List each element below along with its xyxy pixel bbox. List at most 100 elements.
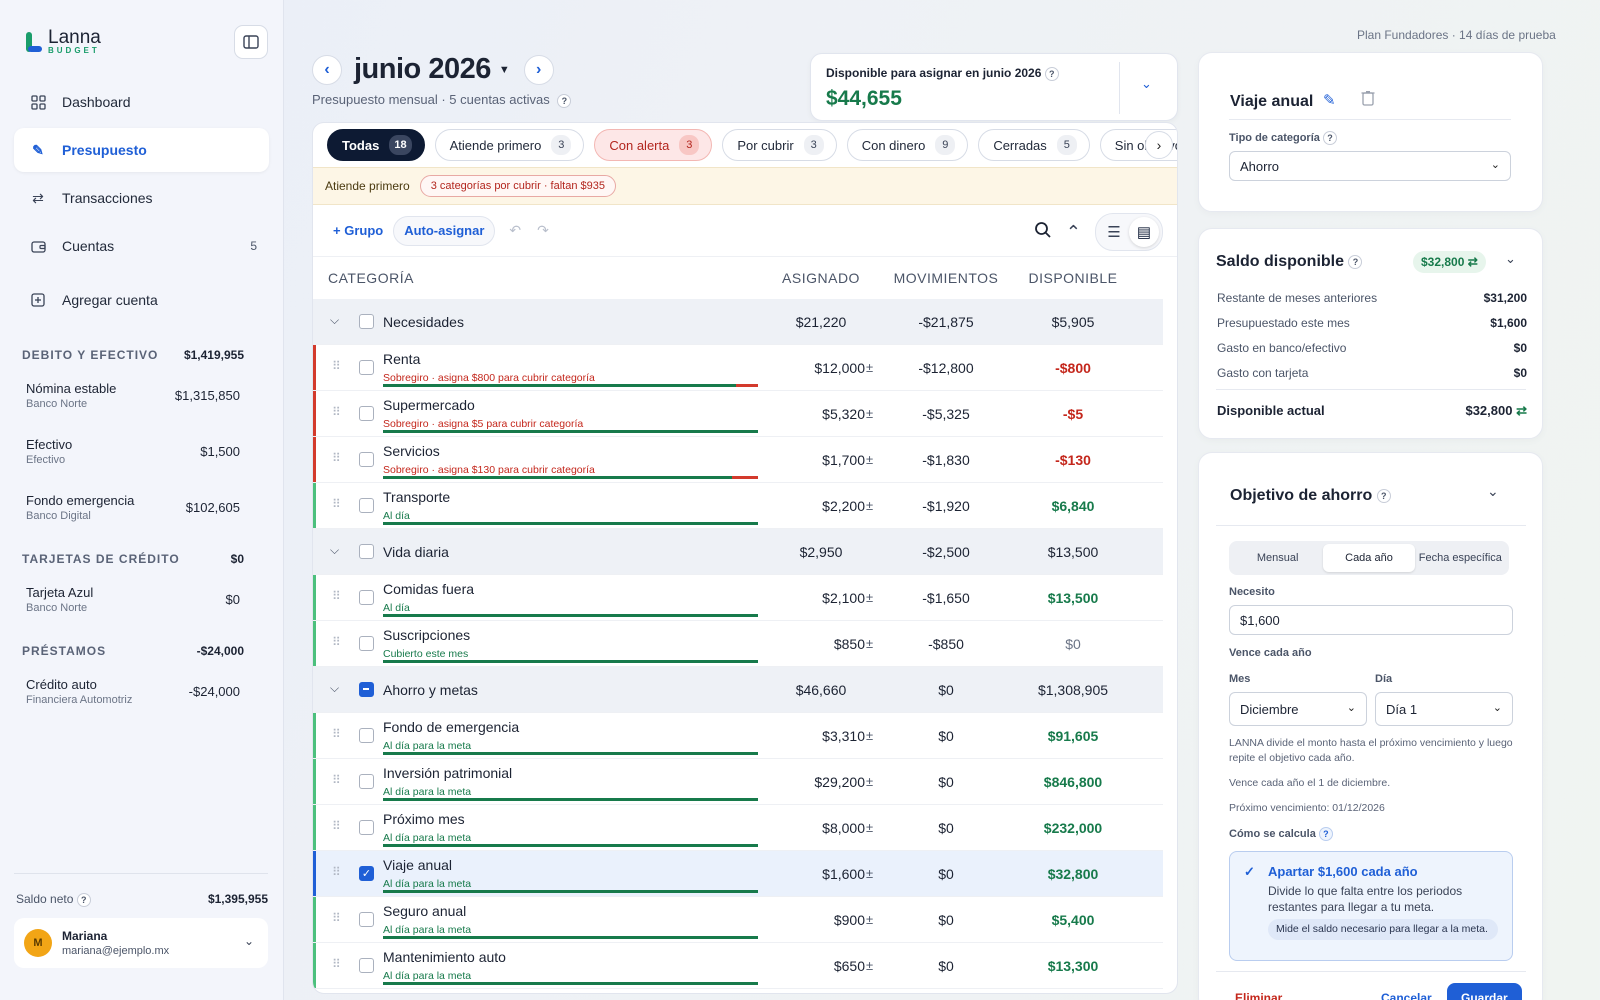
chevron-down-icon[interactable]: ⌵: [330, 543, 340, 557]
adjust-icon[interactable]: ±: [866, 498, 874, 513]
available-value[interactable]: -$5: [1062, 406, 1084, 422]
assigned-input[interactable]: $12,000: [814, 360, 865, 376]
drag-handle-icon[interactable]: ⠿: [332, 957, 341, 971]
available-value[interactable]: $232,000: [1043, 820, 1103, 836]
adjust-icon[interactable]: ±: [866, 360, 874, 375]
drag-handle-icon[interactable]: ⠿: [332, 727, 341, 741]
adjust-icon[interactable]: ±: [866, 774, 874, 789]
account-item[interactable]: Efectivo Efectivo $1,500: [26, 437, 240, 466]
month-select[interactable]: Diciembre ⌄: [1229, 692, 1367, 726]
adjust-icon[interactable]: ±: [866, 636, 874, 651]
assigned-input[interactable]: $3,310: [822, 728, 865, 744]
help-icon[interactable]: ?: [1318, 827, 1333, 841]
adjust-icon[interactable]: ±: [866, 728, 874, 743]
filter-chip-con-alerta[interactable]: Con alerta 3: [594, 129, 713, 161]
available-value[interactable]: $91,605: [1047, 728, 1099, 744]
category-row[interactable]: ⠿ Mantenimiento auto Al día para la meta $6…: [313, 943, 1163, 989]
row-checkbox[interactable]: [359, 590, 374, 605]
category-row[interactable]: ⠿ Renta Sobregiro · asigna $800 para cubri…: [313, 345, 1163, 391]
drag-handle-icon[interactable]: ⠿: [332, 773, 341, 787]
chevron-down-icon[interactable]: ⌄: [1141, 76, 1152, 91]
row-checkbox[interactable]: [359, 958, 374, 973]
chevron-down-icon[interactable]: ⌵: [330, 313, 340, 327]
drag-handle-icon[interactable]: ⠿: [332, 589, 341, 603]
caret-down-icon[interactable]: ▼: [498, 63, 510, 76]
available-value[interactable]: $13,300: [1047, 958, 1099, 974]
category-row[interactable]: ⠿ Suscripciones Cubierto este mes $850 ± -$85…: [313, 621, 1163, 667]
account-item[interactable]: Nómina estable Banco Norte $1,315,850: [26, 381, 240, 410]
section-debit[interactable]: DEBITO Y EFECTIVO $1,419,955: [22, 348, 244, 362]
delete-goal-button[interactable]: Eliminar: [1235, 991, 1283, 1000]
col-assigned[interactable]: ASIGNADO: [782, 270, 860, 286]
account-item[interactable]: Crédito auto Financiera Automotriz -$24,0…: [26, 677, 240, 706]
group-checkbox[interactable]: [359, 682, 374, 697]
col-available[interactable]: DISPONIBLE: [1028, 270, 1118, 286]
redo-icon[interactable]: ↷: [537, 222, 549, 238]
adjust-icon[interactable]: ±: [866, 866, 874, 881]
assigned-input[interactable]: $850: [833, 636, 865, 652]
category-row[interactable]: ⠿ ✓ Viaje anual Al día para la meta $1,600 ± $…: [313, 851, 1163, 897]
prev-month-button[interactable]: ‹: [312, 54, 342, 85]
filter-chip-atiende-primero[interactable]: Atiende primero 3: [434, 129, 585, 161]
available-value[interactable]: $13,500: [1047, 590, 1099, 606]
add-account-button[interactable]: Agregar cuenta: [14, 278, 269, 322]
chevron-down-icon[interactable]: ⌵: [330, 681, 340, 695]
adjust-icon[interactable]: ±: [866, 958, 874, 973]
collapse-all-icon[interactable]: ⌃: [1065, 221, 1081, 242]
filter-chip-cerradas[interactable]: Cerradas 5: [978, 129, 1090, 161]
drag-handle-icon[interactable]: ⠿: [332, 405, 341, 419]
undo-icon[interactable]: ↶: [509, 222, 522, 238]
section-loans[interactable]: PRÉSTAMOS -$24,000: [22, 644, 244, 658]
help-icon[interactable]: ?: [1376, 488, 1391, 503]
assigned-input[interactable]: $650: [833, 958, 865, 974]
available-value[interactable]: $846,800: [1043, 774, 1103, 790]
assigned-input[interactable]: $29,200: [814, 774, 865, 790]
available-value[interactable]: $32,800: [1047, 866, 1099, 882]
group-row[interactable]: ⌵ Vida diaria $2,950 -$2,500 $13,500: [313, 529, 1163, 575]
auto-assign-button[interactable]: Auto-asignar: [393, 215, 496, 246]
edit-icon[interactable]: ✎: [1323, 92, 1336, 109]
drag-handle-icon[interactable]: ⠿: [332, 497, 341, 511]
assigned-input[interactable]: $1,700: [822, 452, 865, 468]
assigned-input[interactable]: $5,320: [822, 406, 865, 422]
row-checkbox[interactable]: [359, 636, 374, 651]
chevron-down-icon[interactable]: ⌄: [1505, 251, 1516, 266]
available-value[interactable]: $6,840: [1051, 498, 1095, 514]
nav-dashboard[interactable]: Dashboard: [14, 80, 269, 124]
assigned-input[interactable]: $2,100: [822, 590, 865, 606]
collapse-sidebar-button[interactable]: [234, 25, 268, 59]
row-checkbox[interactable]: [359, 912, 374, 927]
nav-cuentas[interactable]: Cuentas 5: [14, 224, 269, 268]
drag-handle-icon[interactable]: ⠿: [332, 819, 341, 833]
category-row[interactable]: ⠿ Seguro anual Al día para la meta $900 ± $0 $…: [313, 897, 1163, 943]
assigned-input[interactable]: $8,000: [822, 820, 865, 836]
drag-handle-icon[interactable]: ⠿: [332, 911, 341, 925]
category-row[interactable]: ⠿ Transporte Al día $2,200 ± -$1,920 $6,840: [313, 483, 1163, 529]
month-title[interactable]: junio 2026: [354, 53, 491, 85]
save-button[interactable]: Guardar: [1447, 983, 1522, 1000]
alert-pill[interactable]: 3 categorías por cubrir · faltan $935: [419, 175, 616, 197]
section-credit[interactable]: TARJETAS DE CRÉDITO $0: [22, 552, 244, 566]
search-icon[interactable]: [1034, 221, 1052, 244]
need-amount-input[interactable]: $1,600: [1229, 605, 1513, 635]
available-to-assign-card[interactable]: Disponible para asignar en junio 2026 ? …: [810, 53, 1178, 121]
calc-alt-option[interactable]: Mide el saldo necesario para llegar a la…: [1268, 919, 1498, 940]
refresh-icon[interactable]: ⇄: [1467, 255, 1478, 269]
category-type-select[interactable]: Ahorro ⌄: [1229, 151, 1511, 181]
adjust-icon[interactable]: ±: [866, 452, 874, 467]
trash-icon[interactable]: [1361, 90, 1375, 111]
help-icon[interactable]: ?: [1322, 131, 1337, 145]
tab-mensual[interactable]: Mensual: [1256, 552, 1299, 564]
row-checkbox[interactable]: [359, 498, 374, 513]
group-row[interactable]: ⌵ Necesidades $21,220 -$21,875 $5,905: [313, 299, 1163, 345]
drag-handle-icon[interactable]: ⠿: [332, 451, 341, 465]
category-row[interactable]: ⠿ Fondo de emergencia Al día para la meta $…: [313, 713, 1163, 759]
filter-chip-todas[interactable]: Todas 18: [327, 129, 425, 161]
nav-presupuesto[interactable]: ✎ Presupuesto: [14, 128, 269, 172]
list-view-icon[interactable]: ☰: [1107, 224, 1121, 241]
row-checkbox[interactable]: [359, 728, 374, 743]
group-checkbox[interactable]: [359, 314, 374, 329]
drag-handle-icon[interactable]: ⠿: [332, 635, 341, 649]
category-row[interactable]: ⠿ Inversión patrimonial Al día para la met…: [313, 759, 1163, 805]
available-value[interactable]: -$130: [1055, 452, 1091, 468]
